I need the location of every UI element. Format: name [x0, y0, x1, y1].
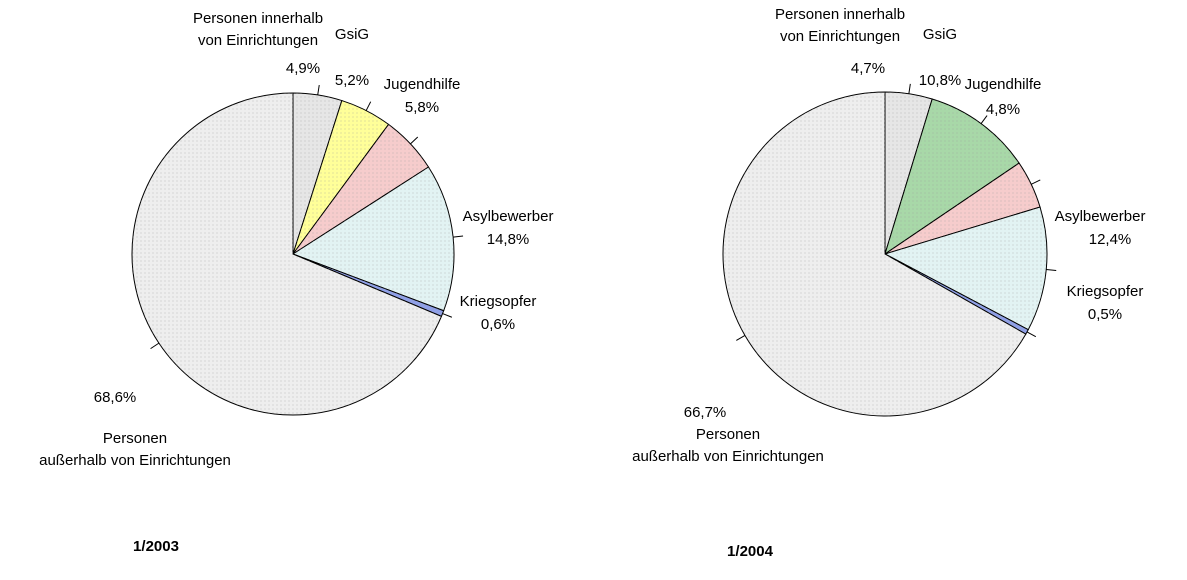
slice-name: Asylbewerber [1054, 208, 1146, 225]
slice-value-label: 68,6% [93, 389, 137, 406]
leader-line [1031, 179, 1041, 185]
slice-value-label: 4,9% [285, 60, 321, 77]
leader-line [736, 335, 746, 341]
slice-name: Kriegsopfer [1066, 283, 1144, 300]
slice-name: Personen außerhalb von Einrichtungen [39, 430, 231, 469]
leader-line [410, 136, 419, 145]
slice-value-label: 14,8% [486, 231, 530, 248]
leader-line [1046, 269, 1057, 271]
slice-value-label: 66,7% [683, 404, 727, 421]
slice-name: Personen außerhalb von Einrichtungen [632, 426, 824, 465]
slice-value-label: 5,2% [334, 72, 370, 89]
slice-name: Personen innerhalb von Einrichtungen [192, 10, 324, 49]
slice-value-label: 0,6% [480, 316, 516, 333]
leader-line [453, 235, 464, 238]
slice-name: Personen innerhalb von Einrichtungen [774, 6, 906, 45]
slice-value-label: 5,8% [404, 99, 440, 116]
slice-value-label: 12,4% [1088, 231, 1132, 248]
slice-name: GsiG [334, 26, 370, 43]
leader-line [365, 101, 372, 111]
leader-line [1026, 331, 1037, 338]
chart-title: 1/2003 [133, 538, 179, 555]
leader-line [317, 84, 320, 95]
slice-name: Asylbewerber [462, 208, 554, 225]
chart-title: 1/2004 [727, 543, 773, 560]
leader-line [150, 342, 160, 350]
slice-name: Kriegsopfer [459, 293, 537, 310]
slice-value-label: 10,8% [918, 72, 962, 89]
slice-value-label: 4,7% [850, 60, 886, 77]
leader-line [908, 83, 911, 94]
slice-name: Jugendhilfe [383, 76, 461, 93]
slice-name: GsiG [922, 26, 958, 43]
slice-value-label: 4,8% [985, 101, 1021, 118]
slice-name: Jugendhilfe [964, 76, 1042, 93]
slice-value-label: 0,5% [1087, 306, 1123, 323]
leader-line [442, 313, 453, 318]
